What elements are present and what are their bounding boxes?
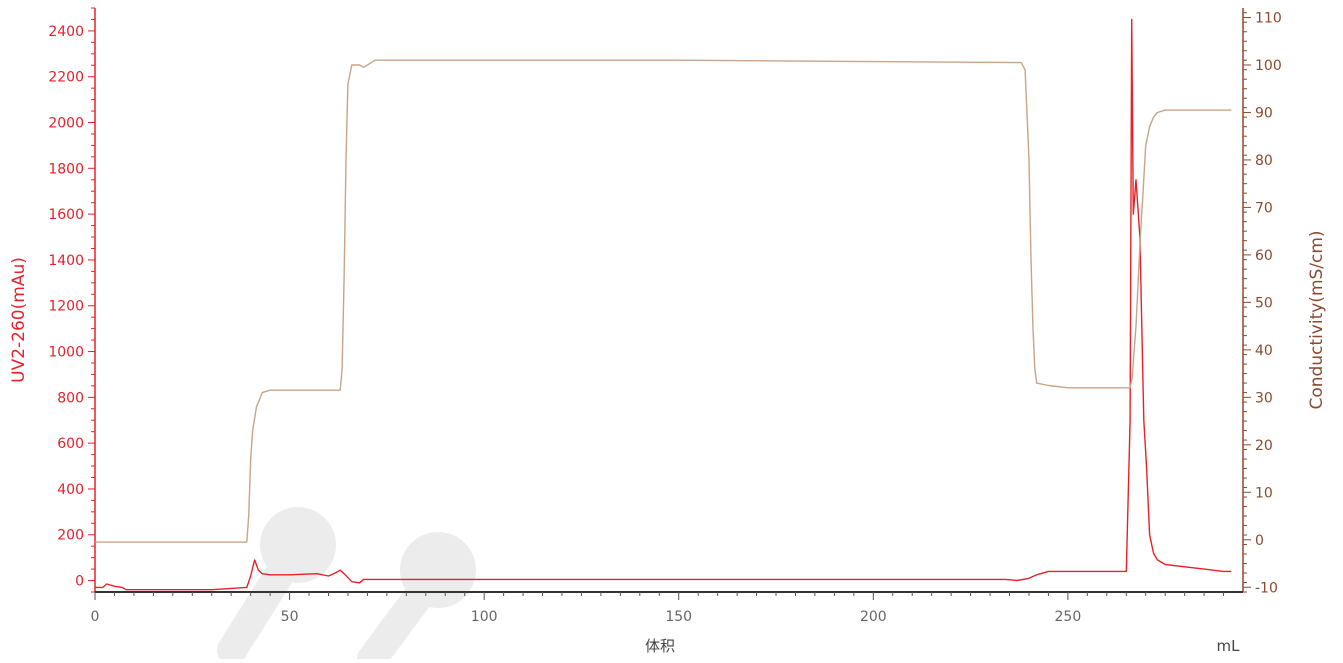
uv-series-line xyxy=(95,18,1232,591)
left-tick-label: 200 xyxy=(57,528,84,544)
left-tick-label: 2400 xyxy=(48,24,84,40)
conductivity-series-line xyxy=(95,59,1232,543)
left-y-axis: 0 200 400 600 800 1000 1200 1400 1600 1800 2000 220… xyxy=(48,7,96,593)
x-tick-label: 200 xyxy=(860,609,887,625)
right-tick-label: 0 xyxy=(1255,533,1264,549)
left-tick-label: 1000 xyxy=(48,345,84,361)
right-tick-label: 80 xyxy=(1255,153,1273,169)
right-tick-label: 50 xyxy=(1255,295,1273,311)
watermark-logo xyxy=(217,507,476,663)
right-tick-label: 90 xyxy=(1255,105,1273,121)
x-tick-label: 150 xyxy=(665,609,692,625)
watermark-stroke xyxy=(217,530,313,663)
left-tick-label: 2200 xyxy=(48,70,84,86)
left-tick-label: 1600 xyxy=(48,207,84,223)
right-tick-label: 100 xyxy=(1255,58,1282,74)
x-tick-label: 100 xyxy=(471,609,498,625)
x-axis-label: 体积 xyxy=(645,637,675,655)
x-tick-label: 250 xyxy=(1055,609,1082,625)
left-tick-label: 1800 xyxy=(48,161,84,177)
right-tick-label: 40 xyxy=(1255,343,1273,359)
left-tick-label: 400 xyxy=(57,482,84,498)
right-tick-label: 70 xyxy=(1255,200,1273,216)
right-tick-label: 10 xyxy=(1255,485,1273,501)
right-y-axis: -10 0 10 20 30 40 50 60 70 80 90 100 110 xyxy=(1242,8,1282,596)
right-tick-label: 60 xyxy=(1255,248,1273,264)
left-tick-label: 2000 xyxy=(48,116,84,132)
right-tick-label: 110 xyxy=(1255,10,1282,26)
x-tick-label: 50 xyxy=(281,609,299,625)
left-y-axis-label: UV2-260(mAu) xyxy=(9,257,29,383)
right-y-axis-label: Conductivity(mS/cm) xyxy=(1307,230,1327,409)
right-tick-label: 20 xyxy=(1255,438,1273,454)
series-group xyxy=(95,18,1232,591)
right-tick-label: -10 xyxy=(1255,580,1278,596)
x-axis-unit: mL xyxy=(1217,637,1241,655)
watermark-stroke xyxy=(357,555,453,663)
left-tick-label: 800 xyxy=(57,390,84,406)
left-tick-label: 1200 xyxy=(48,299,84,315)
left-tick-label: 600 xyxy=(57,436,84,452)
left-tick-label: 1400 xyxy=(48,253,84,269)
x-tick-label: 0 xyxy=(91,609,100,625)
left-tick-label: 0 xyxy=(75,574,84,590)
x-axis: 0 50 100 150 200 250 xyxy=(91,591,1243,625)
right-tick-label: 30 xyxy=(1255,390,1273,406)
